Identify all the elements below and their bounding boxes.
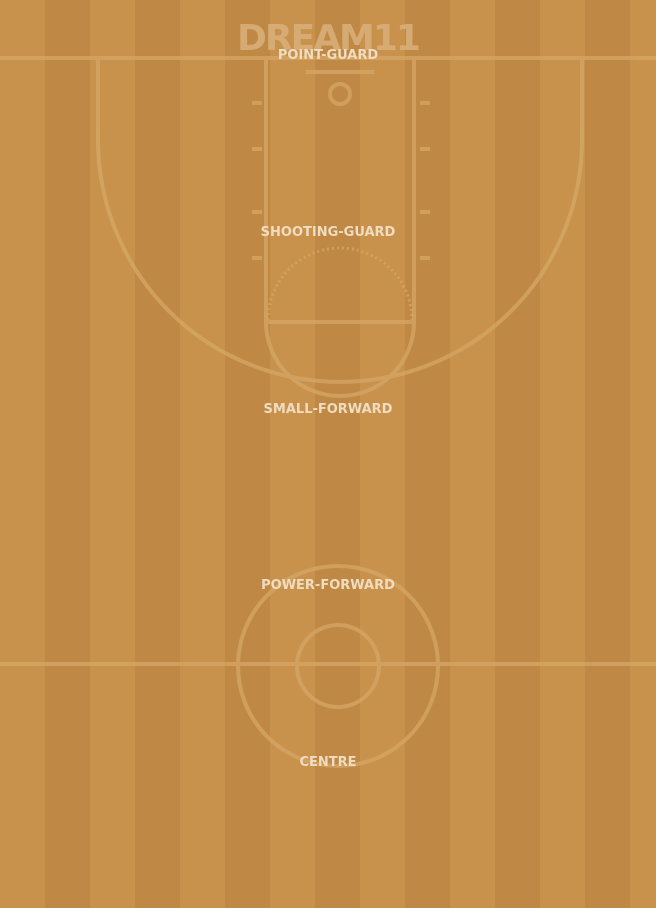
position-label-shooting-guard[interactable]: SHOOTING-GUARD [260,225,396,240]
position-label-centre[interactable]: CENTRE [299,755,357,770]
position-label-small-forward[interactable]: SMALL-FORWARD [263,402,393,417]
brand-logo: DREAM11 [237,18,421,59]
position-label-point-guard[interactable]: POINT-GUARD [277,48,379,63]
position-label-power-forward[interactable]: POWER-FORWARD [261,578,395,593]
